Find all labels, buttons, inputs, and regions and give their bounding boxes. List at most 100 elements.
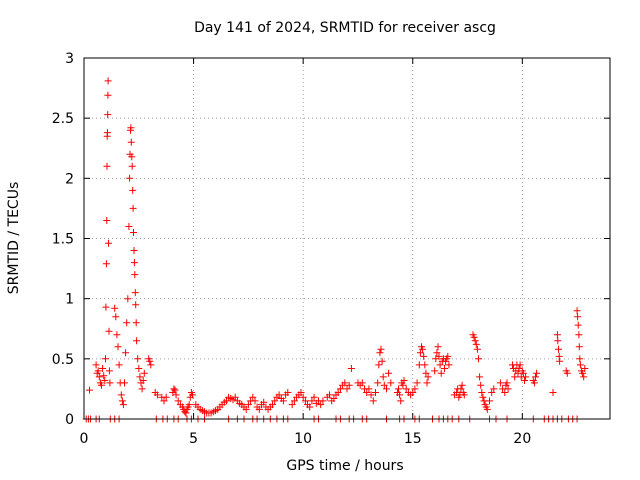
data-point [114, 343, 122, 351]
data-point [139, 377, 147, 384]
data-point [106, 379, 114, 387]
data-point [129, 186, 137, 194]
data-point [103, 162, 111, 170]
data-point [397, 397, 405, 405]
data-point [511, 373, 519, 381]
data-point [341, 379, 349, 387]
x-tick-label: 15 [404, 431, 422, 447]
data-point [251, 397, 259, 405]
data-point [103, 217, 111, 224]
data-point [396, 391, 404, 399]
data-point [231, 393, 239, 401]
data-point [554, 337, 562, 345]
data-point [134, 355, 142, 363]
data-point [105, 239, 112, 247]
data-point [516, 361, 524, 369]
data-point [457, 385, 465, 393]
data-point [95, 373, 103, 381]
data-point [86, 386, 93, 394]
data-point [185, 401, 193, 409]
data-point [123, 319, 131, 327]
data-point [306, 403, 314, 411]
y-tick-label: 0 [65, 412, 74, 428]
data-point [374, 379, 382, 387]
data-point [575, 331, 583, 339]
data-point [172, 391, 180, 399]
data-point [400, 377, 408, 384]
data-point [131, 271, 139, 279]
data-point [419, 345, 427, 353]
data-point [563, 369, 571, 377]
data-point [127, 124, 135, 132]
data-point [160, 397, 168, 405]
data-point [460, 391, 468, 399]
data-point [470, 333, 478, 341]
data-point [101, 377, 109, 384]
data-point [472, 340, 480, 348]
y-tick-label: 2.5 [52, 111, 74, 127]
data-point [378, 357, 386, 365]
data-point [431, 367, 439, 375]
data-point [420, 352, 428, 360]
data-point [174, 397, 182, 405]
data-point [580, 373, 588, 381]
data-point [162, 393, 170, 401]
data-point [98, 381, 105, 389]
data-point [496, 379, 504, 387]
data-point [115, 361, 123, 369]
data-point [385, 369, 393, 377]
data-point [444, 352, 452, 360]
data-point [136, 373, 144, 381]
data-point [409, 389, 417, 396]
data-point [358, 379, 366, 387]
data-point [504, 385, 512, 393]
data-point [402, 385, 410, 393]
data-point [458, 381, 466, 389]
data-point [486, 397, 493, 405]
data-point [521, 377, 528, 384]
data-point [330, 395, 338, 402]
data-point [441, 365, 448, 372]
data-point [375, 361, 383, 369]
data-point [128, 162, 136, 170]
data-point [376, 349, 384, 357]
data-point [170, 385, 178, 393]
data-point [574, 313, 582, 321]
x-axis-label: GPS time / hours [286, 458, 403, 474]
data-point [435, 352, 443, 360]
data-point [421, 361, 429, 369]
data-point [117, 391, 125, 399]
data-point [581, 365, 589, 372]
data-point [475, 355, 482, 363]
data-point [522, 373, 530, 381]
axis-ticks: 0 5 10 15 20 0 0.5 1 1.5 2 2.5 3 [52, 51, 610, 447]
data-point [133, 337, 141, 345]
data-point [343, 385, 351, 393]
data-point [113, 331, 121, 339]
x-tick-label: 20 [513, 431, 531, 447]
data-point [102, 355, 109, 363]
data-point [369, 397, 377, 405]
data-point [118, 397, 126, 405]
data-point [519, 369, 527, 377]
data-point [532, 373, 539, 381]
data-point [319, 397, 327, 405]
data-point [424, 373, 432, 381]
data-point [271, 397, 279, 405]
data-point [290, 397, 298, 405]
data-point [121, 379, 128, 387]
data-point [377, 345, 385, 353]
data-point [105, 327, 113, 335]
grid [84, 58, 610, 419]
data-point [130, 247, 138, 254]
data-point [146, 357, 154, 365]
data-point [288, 401, 296, 409]
y-tick-label: 1 [65, 292, 74, 308]
data-point [297, 389, 305, 396]
data-point [334, 389, 342, 396]
y-tick-label: 1.5 [52, 232, 74, 248]
y-tick-label: 3 [65, 51, 74, 67]
data-point [434, 343, 442, 351]
data-point [128, 153, 136, 161]
data-point [284, 389, 292, 396]
